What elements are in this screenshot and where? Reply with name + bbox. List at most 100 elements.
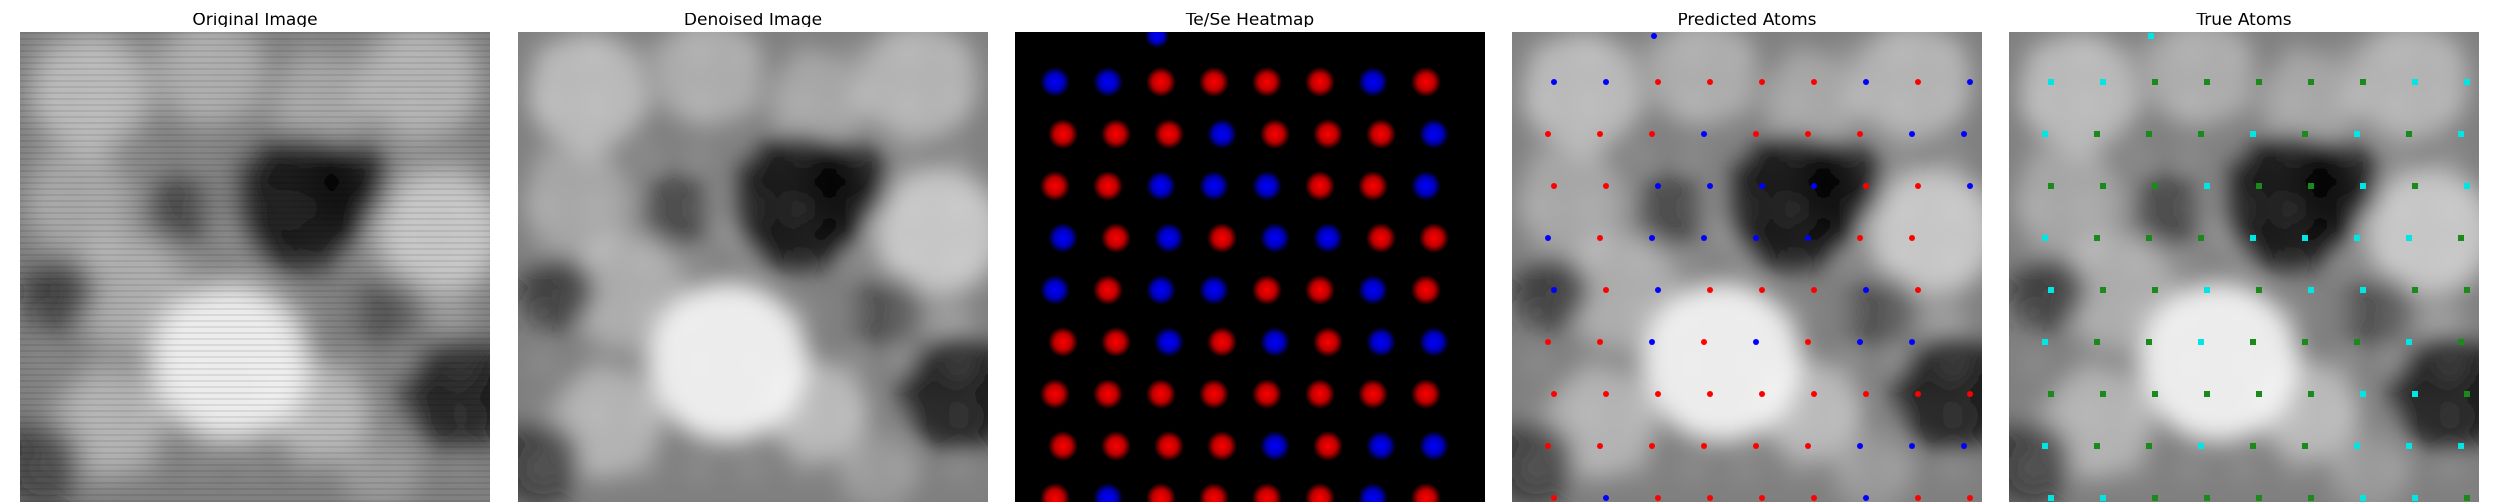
true-atom-a-marker xyxy=(2354,131,2360,137)
te-peak xyxy=(1040,483,1070,502)
atom-contrast xyxy=(395,90,423,118)
atom-contrast xyxy=(83,90,111,118)
dark-region xyxy=(803,137,893,227)
se-atom-marker xyxy=(1655,287,1661,293)
atom-contrast xyxy=(2228,454,2256,482)
atom-contrast xyxy=(239,194,267,222)
atom-contrast xyxy=(31,246,59,274)
te-atom-marker xyxy=(1707,79,1713,85)
atom-contrast xyxy=(447,298,475,326)
atom-contrast xyxy=(1939,90,1967,118)
atom-contrast xyxy=(2176,142,2204,170)
te-peak xyxy=(1207,327,1237,357)
bright-region xyxy=(340,432,420,502)
atom-contrast xyxy=(343,142,371,170)
true-atom-b-marker xyxy=(2146,131,2152,137)
bright-region xyxy=(648,282,808,442)
atom-contrast xyxy=(1575,298,1603,326)
atom-contrast xyxy=(2384,454,2412,482)
se-peak xyxy=(1207,119,1237,149)
atom-contrast xyxy=(685,350,713,378)
te-atom-marker xyxy=(1655,495,1661,501)
true-atom-a-marker xyxy=(2204,287,2210,293)
te-peak xyxy=(1040,171,1070,201)
atom-contrast xyxy=(789,350,817,378)
atom-contrast xyxy=(1835,298,1863,326)
se-atom-marker xyxy=(1863,79,1869,85)
atom-contrast xyxy=(1939,194,1967,222)
te-peak xyxy=(1101,223,1131,253)
scan-line xyxy=(20,56,490,58)
se-peak xyxy=(1199,275,1229,305)
se-peak xyxy=(1366,327,1396,357)
se-atom-marker xyxy=(1811,183,1817,189)
true-atom-b-marker xyxy=(2464,287,2470,293)
atom-contrast xyxy=(1679,350,1707,378)
atom-contrast xyxy=(1939,246,1967,274)
dark-region xyxy=(1842,272,1922,352)
atom-contrast xyxy=(2384,350,2412,378)
atom-contrast xyxy=(2280,350,2308,378)
atom-contrast xyxy=(135,38,163,66)
atom-contrast xyxy=(291,194,319,222)
atom-contrast xyxy=(2384,402,2412,430)
atom-contrast xyxy=(187,402,215,430)
atom-contrast xyxy=(1731,246,1759,274)
atom-contrast xyxy=(789,38,817,66)
atom-contrast xyxy=(2072,454,2100,482)
se-peak xyxy=(1040,67,1070,97)
atom-contrast xyxy=(945,350,973,378)
atom-contrast xyxy=(581,246,609,274)
true-atom-a-marker xyxy=(2412,79,2418,85)
atom-contrast xyxy=(83,194,111,222)
scan-line xyxy=(20,428,490,430)
se-peak xyxy=(1411,171,1441,201)
se-peak xyxy=(1146,171,1176,201)
bright-region xyxy=(523,147,633,257)
atom-contrast xyxy=(581,142,609,170)
atom-contrast xyxy=(187,38,215,66)
scan-line xyxy=(20,152,490,154)
atom-contrast xyxy=(31,90,59,118)
te-peak xyxy=(1093,379,1123,409)
scan-line xyxy=(20,452,490,454)
atom-contrast xyxy=(343,246,371,274)
true-atom-a-marker xyxy=(2458,131,2464,137)
dark-region xyxy=(638,172,718,252)
se-peak xyxy=(1358,483,1388,502)
atom-contrast xyxy=(789,246,817,274)
atom-contrast xyxy=(2436,246,2464,274)
se-peak xyxy=(1366,431,1396,461)
atom-contrast xyxy=(841,350,869,378)
te-peak xyxy=(1101,119,1131,149)
scan-line xyxy=(20,206,490,208)
true-atom-b-marker xyxy=(2464,495,2470,501)
true-atom-b-marker xyxy=(2308,391,2314,397)
atom-contrast xyxy=(2176,298,2204,326)
te-peak xyxy=(1358,379,1388,409)
atom-contrast xyxy=(447,142,475,170)
atom-contrast xyxy=(2228,350,2256,378)
true-atom-b-marker xyxy=(2146,235,2152,241)
atom-contrast xyxy=(447,246,475,274)
te-peak xyxy=(1199,483,1229,502)
atom-contrast xyxy=(187,454,215,482)
atom-contrast xyxy=(2280,454,2308,482)
atom-contrast xyxy=(1575,90,1603,118)
atom-contrast xyxy=(581,38,609,66)
atom-contrast xyxy=(633,194,661,222)
te-atom-marker xyxy=(1545,443,1551,449)
true-atom-b-marker xyxy=(2152,391,2158,397)
atom-contrast xyxy=(1679,90,1707,118)
atom-contrast xyxy=(1939,38,1967,66)
atom-contrast xyxy=(893,298,921,326)
atom-contrast xyxy=(291,142,319,170)
atom-contrast xyxy=(2228,298,2256,326)
scan-line xyxy=(20,32,490,34)
true-atom-b-marker xyxy=(2204,495,2210,501)
bright-region xyxy=(270,362,370,462)
atom-contrast xyxy=(395,194,423,222)
atom-contrast xyxy=(841,194,869,222)
atom-contrast xyxy=(2280,298,2308,326)
atom-contrast xyxy=(1939,142,1967,170)
